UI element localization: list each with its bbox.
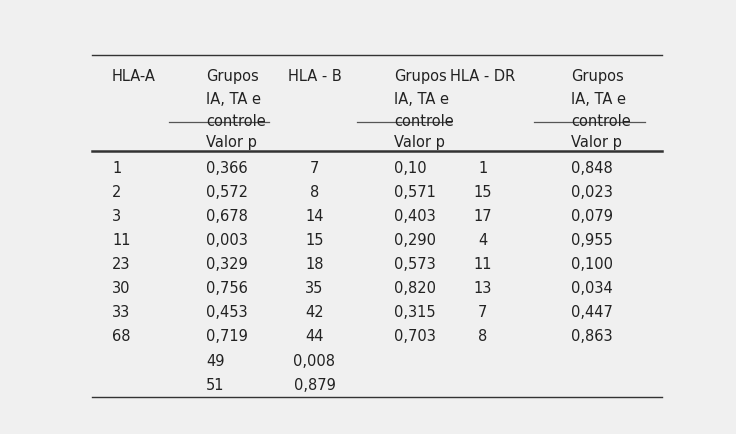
Text: 0,719: 0,719 (206, 329, 248, 345)
Text: 35: 35 (305, 281, 324, 296)
Text: controle: controle (394, 114, 454, 129)
Text: 0,290: 0,290 (394, 233, 436, 248)
Text: 4: 4 (478, 233, 487, 248)
Text: 0,863: 0,863 (571, 329, 613, 345)
Text: 0,008: 0,008 (294, 354, 336, 368)
Text: 11: 11 (473, 257, 492, 272)
Text: 49: 49 (206, 354, 224, 368)
Text: controle: controle (206, 114, 266, 129)
Text: 68: 68 (112, 329, 130, 345)
Text: 0,403: 0,403 (394, 209, 436, 224)
Text: Valor p: Valor p (206, 135, 257, 150)
Text: IA, TA e: IA, TA e (206, 92, 261, 106)
Text: Grupos: Grupos (571, 69, 624, 84)
Text: 7: 7 (478, 306, 487, 320)
Text: 0,023: 0,023 (571, 185, 613, 200)
Text: Valor p: Valor p (394, 135, 445, 150)
Text: 0,703: 0,703 (394, 329, 436, 345)
Text: 0,573: 0,573 (394, 257, 436, 272)
Text: IA, TA e: IA, TA e (571, 92, 626, 106)
Text: 33: 33 (112, 306, 130, 320)
Text: 44: 44 (305, 329, 324, 345)
Text: 11: 11 (112, 233, 130, 248)
Text: 0,848: 0,848 (571, 161, 613, 176)
Text: HLA - DR: HLA - DR (450, 69, 515, 84)
Text: 0,329: 0,329 (206, 257, 248, 272)
Text: Grupos: Grupos (394, 69, 447, 84)
Text: 42: 42 (305, 306, 324, 320)
Text: 0,756: 0,756 (206, 281, 248, 296)
Text: 17: 17 (473, 209, 492, 224)
Text: 0,366: 0,366 (206, 161, 248, 176)
Text: 30: 30 (112, 281, 130, 296)
Text: 51: 51 (206, 378, 224, 393)
Text: 15: 15 (473, 185, 492, 200)
Text: 3: 3 (112, 209, 121, 224)
Text: 0,571: 0,571 (394, 185, 436, 200)
Text: 0,100: 0,100 (571, 257, 613, 272)
Text: IA, TA e: IA, TA e (394, 92, 449, 106)
Text: 0,10: 0,10 (394, 161, 427, 176)
Text: 8: 8 (478, 329, 487, 345)
Text: 18: 18 (305, 257, 324, 272)
Text: 0,955: 0,955 (571, 233, 613, 248)
Text: 8: 8 (310, 185, 319, 200)
Text: Grupos: Grupos (206, 69, 259, 84)
Text: 1: 1 (478, 161, 487, 176)
Text: 1: 1 (112, 161, 121, 176)
Text: Valor p: Valor p (571, 135, 622, 150)
Text: 15: 15 (305, 233, 324, 248)
Text: 0,447: 0,447 (571, 306, 613, 320)
Text: 0,879: 0,879 (294, 378, 336, 393)
Text: 2: 2 (112, 185, 121, 200)
Text: 14: 14 (305, 209, 324, 224)
Text: 0,079: 0,079 (571, 209, 613, 224)
Text: 0,315: 0,315 (394, 306, 436, 320)
Text: 0,820: 0,820 (394, 281, 436, 296)
Text: controle: controle (571, 114, 631, 129)
Text: 13: 13 (473, 281, 492, 296)
Text: 7: 7 (310, 161, 319, 176)
Text: 23: 23 (112, 257, 130, 272)
Text: 0,034: 0,034 (571, 281, 613, 296)
Text: 0,003: 0,003 (206, 233, 248, 248)
Text: HLA-A: HLA-A (112, 69, 156, 84)
Text: 0,678: 0,678 (206, 209, 248, 224)
Text: 0,453: 0,453 (206, 306, 248, 320)
Text: 0,572: 0,572 (206, 185, 248, 200)
Text: HLA - B: HLA - B (288, 69, 342, 84)
